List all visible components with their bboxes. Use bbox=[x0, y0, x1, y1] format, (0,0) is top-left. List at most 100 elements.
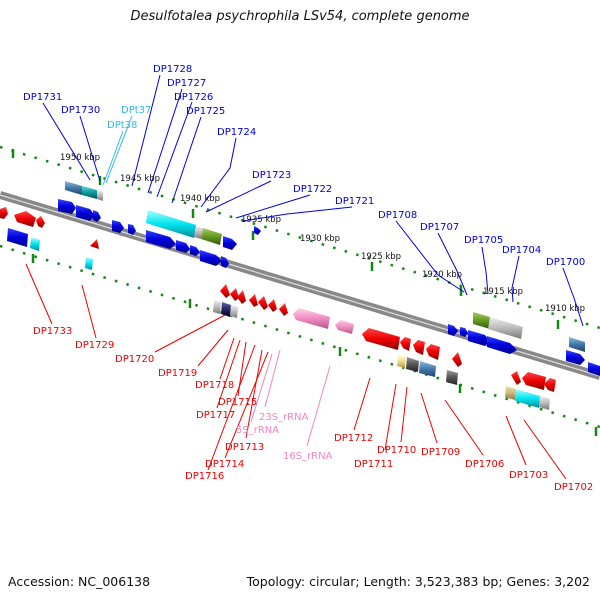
gene-arrow-forward bbox=[254, 226, 261, 235]
gene-arrow-forward bbox=[487, 336, 517, 354]
gene-label: DP1728 bbox=[153, 64, 192, 75]
gene-arrow-forward bbox=[112, 220, 124, 233]
gene-label: DP1733 bbox=[33, 326, 72, 337]
gene-arrow-reverse bbox=[511, 371, 521, 385]
gene-arrow-forward bbox=[190, 245, 200, 256]
gene-label: DP1724 bbox=[217, 127, 256, 138]
gene-arrow-reverse bbox=[400, 337, 411, 351]
scale-label: 1910 kbp bbox=[545, 304, 585, 314]
gene-label: DP1727 bbox=[167, 78, 206, 89]
gene-box bbox=[488, 317, 523, 339]
trna-box bbox=[85, 257, 93, 270]
gene-label: DP1711 bbox=[354, 459, 393, 470]
scale-label: 1925 kbp bbox=[361, 252, 401, 262]
gene-arrow-reverse bbox=[413, 340, 425, 355]
trna-label: DPt38 bbox=[107, 120, 137, 131]
gene-label: DP1709 bbox=[421, 447, 460, 458]
scale-labels: 1950 kbp 1945 kbp 1940 kbp 1935 kbp 1930… bbox=[60, 153, 585, 314]
gene-label: DP1703 bbox=[509, 470, 548, 481]
bottom-gene-labels: DP1733 DP1729 DP1720 DP1719 DP1718 DP171… bbox=[33, 326, 593, 493]
summary-text: Topology: circular; Length: 3,523,383 bp… bbox=[246, 574, 590, 589]
gene-label: DP1731 bbox=[23, 92, 62, 103]
scale-label: 1930 kbp bbox=[300, 234, 340, 244]
scale-label: 1940 kbp bbox=[180, 194, 220, 204]
rrna-label: 16S_rRNA bbox=[283, 451, 333, 462]
leader-lines-bottom bbox=[25, 263, 567, 480]
gene-arrow-reverse bbox=[452, 352, 462, 367]
gene-label: DP1705 bbox=[464, 235, 503, 246]
gene-arrow-reverse bbox=[544, 378, 556, 392]
accession-text: Accession: NC_006138 bbox=[8, 574, 151, 589]
gene-arrow-reverse bbox=[258, 296, 268, 310]
gene-box bbox=[406, 357, 419, 372]
gene-box bbox=[213, 300, 221, 314]
gene-box bbox=[194, 226, 203, 239]
gene-box bbox=[569, 337, 585, 352]
leader-lines-rrna bbox=[250, 349, 331, 447]
gene-arrow-forward bbox=[588, 362, 600, 376]
gene-label: DP1715 bbox=[218, 397, 257, 408]
top-gene-labels: DP1731 DP1730 DPt37 DPt38 DP1728 DP1727 … bbox=[23, 64, 585, 268]
gene-arrow-forward bbox=[200, 250, 222, 266]
gene-label: DP1704 bbox=[502, 245, 541, 256]
gene-label: DP1729 bbox=[75, 340, 114, 351]
gene-box bbox=[82, 186, 97, 199]
gene-label: DP1700 bbox=[546, 257, 585, 268]
trna-box bbox=[30, 237, 40, 251]
forward-strand-features bbox=[58, 181, 600, 376]
gene-arrow-forward bbox=[221, 256, 229, 268]
scale-label: 1920 kbp bbox=[422, 270, 462, 280]
gene-arrow-forward bbox=[128, 224, 136, 235]
gene-box bbox=[505, 386, 516, 400]
gene-label: DP1714 bbox=[205, 459, 244, 470]
gene-label: DP1723 bbox=[252, 170, 291, 181]
gene-box bbox=[539, 396, 550, 410]
gene-box bbox=[221, 302, 231, 317]
gene-label: DP1718 bbox=[195, 380, 234, 391]
scale-label: 1950 kbp bbox=[60, 153, 100, 163]
gene-arrow-forward bbox=[93, 210, 101, 222]
gene-arrow-forward bbox=[460, 327, 468, 337]
gene-label: DP1706 bbox=[465, 459, 504, 470]
gene-arrow-reverse bbox=[426, 344, 440, 360]
gene-label: DP1702 bbox=[554, 482, 593, 493]
gene-label: DP1712 bbox=[334, 433, 373, 444]
gene-arrow-reverse bbox=[230, 288, 239, 301]
gene-label: DP1730 bbox=[61, 105, 100, 116]
ruler-lower bbox=[0, 244, 600, 429]
leader-lines-top bbox=[42, 74, 584, 327]
rrna-box bbox=[335, 320, 354, 334]
gene-label: DP1720 bbox=[115, 354, 154, 365]
rrna-label: 23S_rRNA bbox=[259, 412, 309, 423]
trna-label: DPt37 bbox=[121, 105, 151, 116]
gene-box bbox=[97, 190, 103, 201]
gene-arrow-reverse bbox=[36, 216, 45, 228]
gene-arrow-reverse bbox=[249, 294, 258, 307]
gene-arrow-reverse bbox=[268, 299, 277, 312]
gene-arrow-reverse bbox=[279, 303, 288, 316]
gene-arrow-forward bbox=[223, 236, 237, 250]
genome-title: Desulfotalea psychrophila LSv54, complet… bbox=[130, 9, 470, 24]
gene-arrow-forward bbox=[76, 205, 95, 221]
trna-box bbox=[515, 389, 540, 408]
rrna-box bbox=[293, 308, 330, 329]
gene-box bbox=[473, 312, 490, 329]
gene-label: DP1710 bbox=[377, 445, 416, 456]
gene-box bbox=[397, 355, 406, 368]
gene-label: DP1719 bbox=[158, 368, 197, 379]
gene-box bbox=[446, 370, 458, 385]
scale-label: 1935 kbp bbox=[241, 215, 281, 225]
gene-box bbox=[7, 228, 28, 247]
gene-box bbox=[65, 181, 82, 195]
gene-arrow-forward bbox=[176, 240, 190, 253]
ruler-upper bbox=[0, 145, 600, 330]
gene-label: DP1717 bbox=[196, 410, 235, 421]
gene-arrow-reverse bbox=[237, 290, 246, 304]
gene-arrow-forward bbox=[448, 324, 458, 336]
gene-arrow-reverse bbox=[90, 239, 99, 249]
rrna-label: 5S_rRNA bbox=[236, 425, 279, 436]
gene-box bbox=[201, 228, 222, 245]
gene-arrow-reverse bbox=[220, 284, 230, 298]
gene-arrow-forward bbox=[146, 230, 176, 249]
